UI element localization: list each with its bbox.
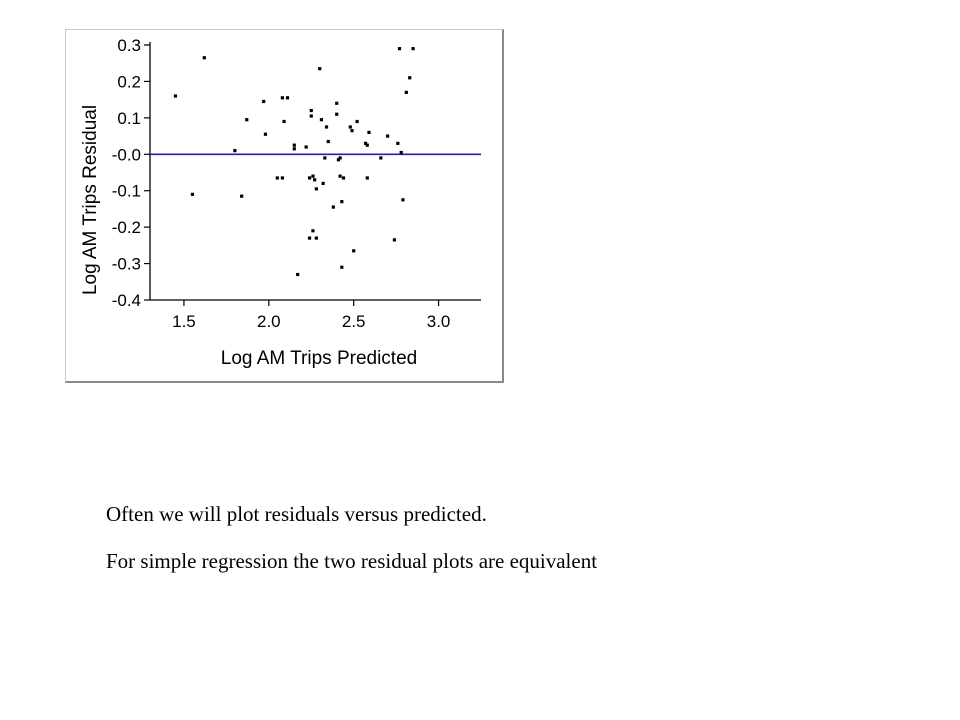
point-layer (173, 47, 415, 277)
caption-line-2: For simple regression the two residual p… (106, 549, 598, 573)
data-point (399, 150, 403, 155)
data-point (365, 143, 369, 147)
y-tick-label: -0.3 (112, 255, 141, 274)
x-tick-label: 1.5 (172, 312, 196, 331)
data-point (240, 194, 244, 198)
data-point (411, 47, 415, 51)
data-point (352, 249, 356, 253)
data-point (275, 176, 279, 180)
residual-scatter-plot: 0.3 0.2 0.1 -0.0 -0.1 -0.2 -0.3 -0.4 1.5 2.0 2.5 3.… (80, 36, 481, 369)
data-point (396, 141, 400, 145)
data-point (341, 176, 346, 180)
data-point (355, 119, 359, 124)
data-point (379, 156, 383, 160)
data-point (304, 145, 308, 149)
data-point (350, 129, 354, 133)
data-point (404, 90, 408, 94)
data-point (318, 67, 322, 71)
caption-line-1: Often we will plot residuals versus pred… (106, 502, 487, 526)
data-point (282, 119, 286, 124)
data-point (401, 198, 405, 202)
data-point (392, 238, 397, 242)
data-point (338, 174, 342, 178)
data-point (365, 176, 369, 180)
data-point (326, 139, 330, 144)
y-tick-label: 0.2 (117, 72, 141, 91)
x-axis-title: Log AM Trips Predicted (221, 348, 417, 369)
data-point (323, 156, 327, 160)
data-point (292, 147, 296, 151)
data-point (338, 156, 342, 160)
data-point (367, 130, 371, 135)
data-point (340, 200, 344, 204)
data-point (311, 174, 315, 178)
y-tick-label: 0.3 (117, 36, 141, 55)
data-point (262, 99, 266, 104)
x-tick-label: 2.5 (342, 312, 366, 331)
data-point (309, 108, 313, 113)
data-point (309, 114, 313, 118)
data-point (314, 236, 318, 240)
data-point (348, 125, 352, 129)
data-point (363, 141, 368, 145)
data-point (307, 176, 312, 180)
data-point (280, 176, 284, 180)
data-point (397, 47, 402, 51)
data-point (319, 118, 324, 122)
data-point (335, 112, 339, 116)
data-point (331, 205, 335, 209)
axis-layer: 0.3 0.2 0.1 -0.0 -0.1 -0.2 -0.3 -0.4 1.5 2.0 2.5 3.… (112, 36, 481, 331)
data-point (280, 96, 284, 100)
data-point (263, 132, 268, 136)
x-tick-label: 2.0 (257, 312, 281, 331)
data-point (307, 236, 312, 240)
y-tick-label: -0.0 (112, 145, 141, 164)
data-point (311, 229, 315, 233)
data-point (285, 96, 290, 100)
y-tick-label: -0.4 (112, 291, 141, 310)
data-point (314, 187, 318, 191)
data-point (408, 76, 412, 80)
data-point (386, 134, 390, 138)
data-point (245, 118, 249, 122)
data-point (321, 181, 325, 186)
x-tick-label: 3.0 (427, 312, 451, 331)
y-tick-label: 0.1 (117, 109, 141, 128)
data-point (324, 125, 329, 129)
data-point (190, 192, 195, 196)
data-point (202, 56, 206, 60)
data-point (296, 272, 300, 277)
y-tick-label: -0.2 (112, 218, 141, 237)
data-point (336, 158, 341, 162)
data-point (173, 94, 178, 98)
data-point (335, 101, 339, 105)
residual-plot-frame: 0.3 0.2 0.1 -0.0 -0.1 -0.2 -0.3 -0.4 1.5 2.0 2.5 3.… (65, 29, 504, 383)
data-point (233, 149, 237, 153)
y-tick-label: -0.1 (112, 182, 141, 201)
data-point (313, 178, 317, 182)
data-point (340, 265, 344, 269)
y-axis-title: Log AM Trips Residual (80, 105, 101, 295)
data-point (292, 143, 296, 147)
